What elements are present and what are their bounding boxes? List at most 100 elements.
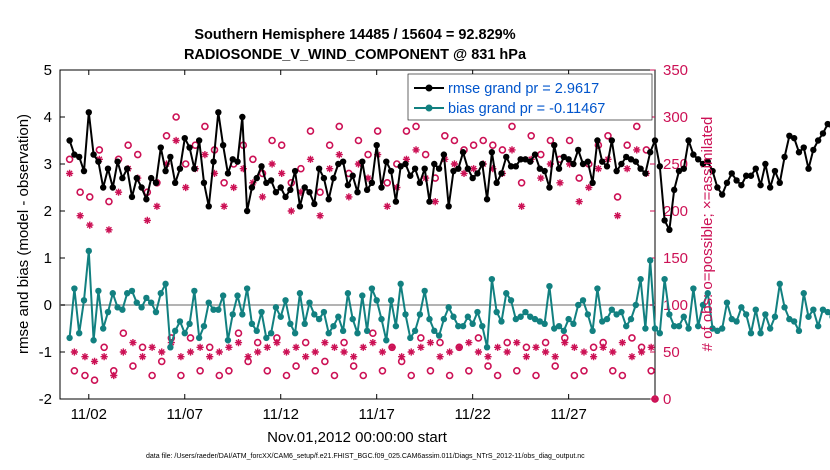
- obs-assimilated-marker: [244, 353, 252, 361]
- bias-point: [301, 320, 308, 327]
- y-axis-label-left: rmse and bias (model - observation): [15, 114, 32, 354]
- obs-assimilated-marker: [110, 371, 118, 380]
- rmse-point: [546, 184, 553, 191]
- bias-point: [440, 315, 448, 323]
- bias-point: [776, 280, 783, 288]
- obs-assimilated-marker: [407, 348, 415, 356]
- obs-assimilated-marker: [201, 151, 209, 159]
- obs-possible-marker: [119, 329, 128, 338]
- bias-point: [306, 299, 313, 306]
- rmse-point: [186, 144, 193, 151]
- rmse-point: [647, 149, 654, 156]
- bias-series: [66, 247, 830, 351]
- bias-point: [200, 322, 208, 330]
- obs-possible-marker: [95, 146, 104, 154]
- obs-possible-marker: [465, 366, 473, 375]
- legend-bias-marker: [425, 104, 433, 112]
- bias-point: [670, 322, 678, 330]
- y-tick-label-left: -1: [39, 344, 52, 361]
- rmse-point: [200, 179, 208, 186]
- obs-assimilated-marker: [446, 348, 454, 356]
- obs-assimilated-marker: [398, 353, 406, 361]
- rmse-point: [95, 158, 102, 165]
- obs-assimilated-marker: [503, 348, 511, 356]
- bias-point: [479, 322, 486, 330]
- rmse-point: [219, 142, 227, 149]
- rmse-point: [805, 165, 812, 172]
- bias-point: [263, 334, 270, 342]
- bias-point: [368, 285, 376, 292]
- bias-point: [383, 337, 390, 344]
- bias-point: [291, 330, 299, 337]
- obs-possible-marker: [100, 343, 108, 352]
- obs-assimilated-marker: [537, 174, 545, 182]
- bias-point: [114, 304, 121, 311]
- bias-point: [239, 311, 246, 318]
- rmse-point: [718, 191, 726, 198]
- obs-assimilated-marker: [100, 353, 108, 361]
- rmse-point: [522, 156, 529, 163]
- bias-point: [651, 325, 659, 332]
- obs-assimilated-marker: [575, 198, 583, 206]
- obs-assimilated-marker: [234, 339, 243, 347]
- y-tick-label-left: -2: [39, 391, 52, 408]
- obs-possible-marker: [647, 366, 655, 375]
- rmse-point: [191, 165, 198, 172]
- obs-possible-marker: [340, 338, 348, 347]
- bias-point: [171, 327, 179, 335]
- bias-point: [747, 330, 755, 337]
- obs-assimilated-marker: [618, 339, 626, 347]
- obs-possible-marker: [129, 362, 137, 370]
- obs-possible-marker: [445, 371, 454, 380]
- rmse-point: [71, 151, 78, 158]
- bias-point: [618, 308, 625, 316]
- bias-point: [282, 297, 289, 304]
- bias-point: [790, 318, 798, 325]
- rmse-point: [344, 181, 352, 189]
- bias-point: [450, 313, 457, 320]
- obs-possible-marker: [369, 329, 377, 338]
- obs-possible-marker: [133, 150, 142, 159]
- obs-assimilated-marker: [268, 160, 276, 168]
- rmse-point: [301, 184, 308, 191]
- bias-point: [522, 308, 529, 316]
- y-tick-label-right: 200: [663, 203, 688, 220]
- obs-assimilated-marker: [210, 169, 219, 177]
- rmse-point: [781, 153, 788, 161]
- obs-possible-marker: [426, 366, 435, 375]
- rmse-point: [464, 165, 472, 172]
- obs-assimilated-marker: [541, 348, 550, 356]
- rmse-point: [623, 153, 630, 161]
- rmse-point: [373, 142, 380, 149]
- rmse-point: [747, 172, 755, 179]
- rmse-point: [498, 170, 505, 177]
- bias-point: [392, 322, 400, 330]
- obs-possible-marker: [65, 155, 74, 164]
- rmse-point: [603, 163, 611, 170]
- obs-assimilated-marker: [402, 155, 411, 163]
- rmse-point: [819, 130, 827, 137]
- rmse-point: [690, 151, 697, 158]
- obs-possible-marker: [162, 132, 171, 140]
- rmse-point: [263, 179, 270, 186]
- rmse-point: [527, 158, 534, 165]
- rmse-point: [608, 137, 616, 144]
- bias-point: [757, 330, 764, 337]
- bias-point: [733, 318, 740, 325]
- bias-point: [810, 306, 817, 313]
- bias-point: [349, 315, 356, 323]
- bias-point: [718, 325, 726, 332]
- y-tick-label-left: 4: [44, 109, 52, 126]
- rmse-point: [551, 142, 558, 149]
- obs-assimilated-marker: [431, 198, 439, 206]
- rmse-point: [814, 137, 822, 144]
- rmse-point: [613, 167, 620, 175]
- bias-point: [656, 330, 663, 337]
- obs-assimilated-marker: [206, 353, 214, 361]
- rmse-point: [541, 167, 548, 175]
- rmse-point: [445, 203, 452, 210]
- x-tick-label: 11/07: [167, 406, 203, 423]
- bias-point: [85, 247, 92, 255]
- rmse-point: [330, 174, 337, 182]
- bias-point: [459, 322, 467, 330]
